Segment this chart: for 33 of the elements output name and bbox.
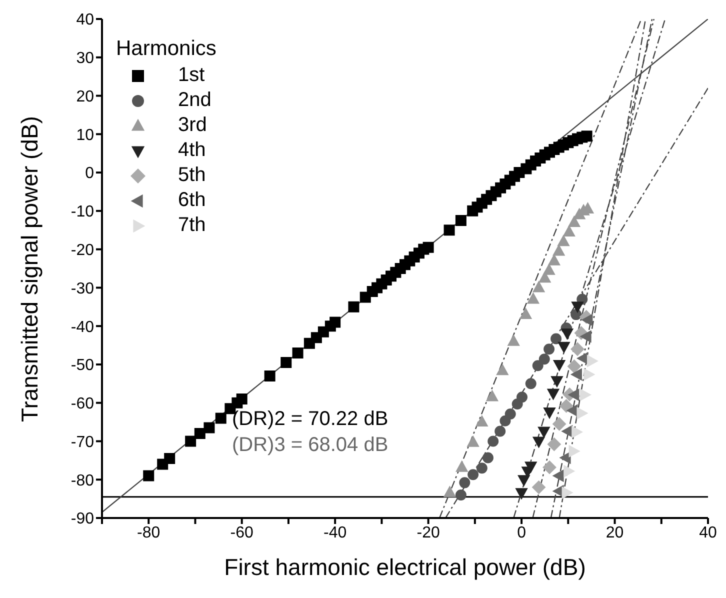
legend-label: 2nd <box>178 89 212 112</box>
y-tick-label: 10 <box>76 126 94 144</box>
y-tick-label: -90 <box>70 510 94 528</box>
y-tick-label: 40 <box>76 12 94 29</box>
legend-label: 6th <box>178 189 206 212</box>
y-tick-label: -60 <box>70 396 94 413</box>
x-tick-label: -60 <box>230 524 254 542</box>
x-tick-label: 40 <box>699 524 717 542</box>
y-tick-label: -50 <box>70 357 94 374</box>
y-tick-label: 0 <box>85 165 94 182</box>
y-tick-label: -70 <box>70 434 94 451</box>
legend-label: 1st <box>178 64 205 87</box>
legend-title: Harmonics <box>116 37 216 61</box>
annotation: (DR)2 = 70.22 dB <box>232 408 388 431</box>
y-tick-label: -30 <box>70 280 94 298</box>
legend-label: 5th <box>178 164 206 187</box>
y-tick-label: 30 <box>76 50 94 68</box>
y-tick-label: -40 <box>70 318 94 336</box>
annotation: (DR)3 = 68.04 dB <box>232 434 388 457</box>
x-tick-label: -20 <box>416 524 440 542</box>
y-axis-title: Transmitted signal power (dB) <box>16 116 44 422</box>
x-axis-title: First harmonic electrical power (dB) <box>224 554 586 581</box>
x-tick-label: -40 <box>324 524 347 542</box>
x-tick-label: 0 <box>517 524 526 542</box>
y-tick-label: -80 <box>70 472 94 490</box>
legend-label: 4th <box>178 139 206 162</box>
legend-label: 3rd <box>178 114 207 137</box>
y-tick-label: -20 <box>70 242 94 259</box>
legend-label: 7th <box>178 214 206 237</box>
x-tick-label: -80 <box>137 524 160 542</box>
y-tick-label: 20 <box>76 88 94 106</box>
y-tick-label: -10 <box>70 204 94 221</box>
x-tick-label: 20 <box>606 524 624 542</box>
